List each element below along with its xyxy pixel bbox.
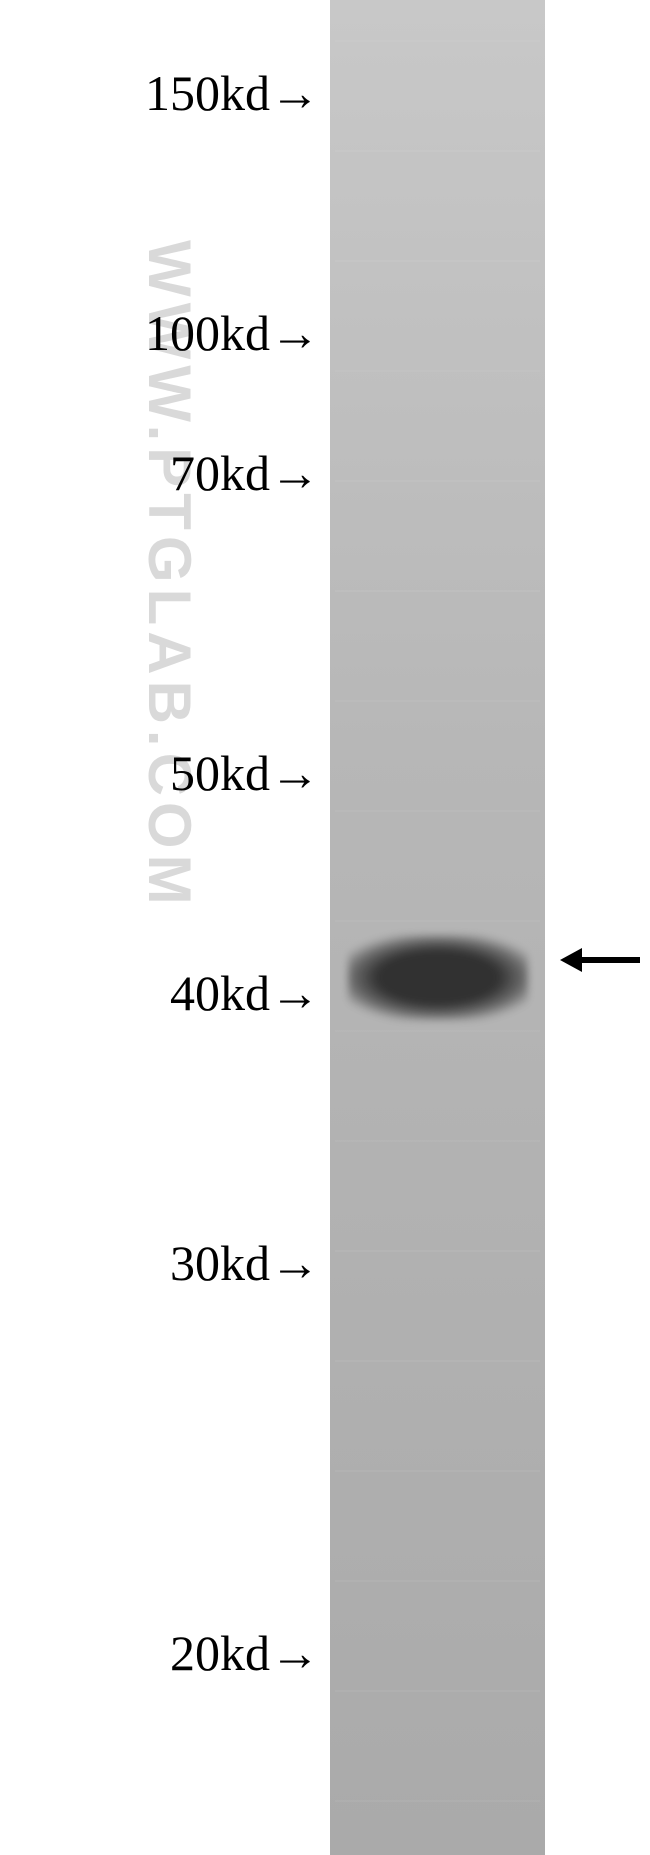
- lane-texture: [335, 810, 540, 812]
- mw-marker-50kd: 50kd→: [170, 744, 320, 802]
- lane-texture: [335, 1250, 540, 1252]
- blot-lane: [330, 0, 545, 1855]
- western-blot-figure: WWW.PTGLAB.COM 150kd→100kd→70kd→50kd→40k…: [0, 0, 650, 1855]
- arrow-right-icon: →: [270, 64, 320, 122]
- lane-texture: [335, 150, 540, 152]
- lane-texture: [335, 40, 540, 42]
- mw-marker-label: 70kd: [170, 445, 270, 501]
- arrow-right-icon: →: [270, 304, 320, 362]
- mw-marker-label: 150kd: [145, 65, 270, 121]
- mw-marker-label: 50kd: [170, 745, 270, 801]
- lane-texture: [335, 1470, 540, 1472]
- mw-marker-70kd: 70kd→: [170, 444, 320, 502]
- lane-texture: [335, 590, 540, 592]
- lane-texture: [335, 370, 540, 372]
- mw-marker-30kd: 30kd→: [170, 1234, 320, 1292]
- lane-texture: [335, 1690, 540, 1692]
- lane-texture: [335, 1140, 540, 1142]
- mw-marker-100kd: 100kd→: [145, 304, 320, 362]
- lane-texture: [335, 700, 540, 702]
- lane-texture: [335, 1030, 540, 1032]
- mw-marker-40kd: 40kd→: [170, 964, 320, 1022]
- lane-texture: [335, 260, 540, 262]
- lane-texture: [335, 1800, 540, 1802]
- arrow-right-icon: →: [270, 964, 320, 1022]
- mw-marker-150kd: 150kd→: [145, 64, 320, 122]
- arrow-right-icon: →: [270, 1234, 320, 1292]
- arrow-right-icon: →: [270, 1624, 320, 1682]
- lane-texture: [335, 920, 540, 922]
- arrow-right-icon: →: [270, 744, 320, 802]
- lane-texture: [335, 1580, 540, 1582]
- mw-marker-label: 30kd: [170, 1235, 270, 1291]
- mw-marker-20kd: 20kd→: [170, 1624, 320, 1682]
- band-indicator-arrow: [560, 940, 650, 980]
- mw-marker-label: 100kd: [145, 305, 270, 361]
- lane-texture: [335, 480, 540, 482]
- mw-marker-label: 40kd: [170, 965, 270, 1021]
- arrow-right-icon: →: [270, 444, 320, 502]
- mw-marker-label: 20kd: [170, 1625, 270, 1681]
- protein-band: [348, 935, 528, 1020]
- lane-texture: [335, 1360, 540, 1362]
